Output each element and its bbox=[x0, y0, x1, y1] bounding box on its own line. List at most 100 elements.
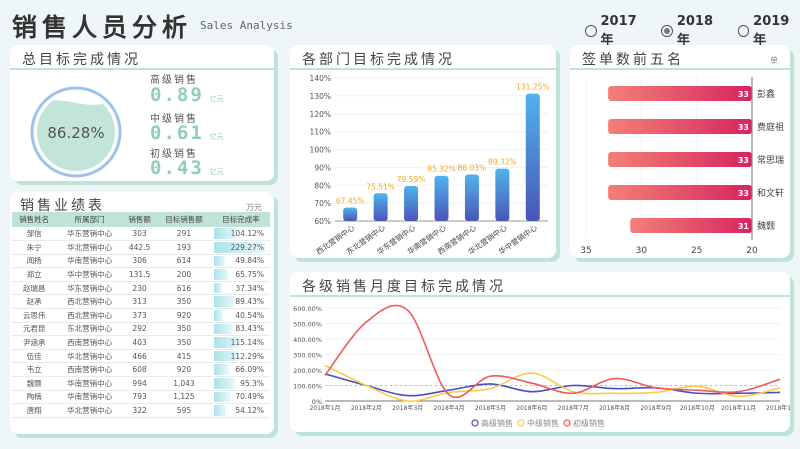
target-cell: 350 bbox=[156, 294, 212, 310]
rate-cell: 37.34% bbox=[211, 281, 270, 296]
sales-cell: 994 bbox=[122, 376, 157, 391]
table-row[interactable]: 陶楠 华南营销中心 793 1,125 70.49% bbox=[12, 390, 270, 405]
target-cell: 193 bbox=[156, 240, 212, 255]
column-header[interactable]: 所属部门 bbox=[56, 212, 123, 227]
data-label: 85.32% bbox=[427, 165, 456, 174]
table-row[interactable]: 韦立 西南营销中心 608 920 66.09% bbox=[12, 362, 270, 378]
bar bbox=[525, 93, 540, 221]
rate-text: 66.09% bbox=[235, 365, 264, 375]
y-tick-label: 70% bbox=[314, 199, 331, 208]
x-tick-label: 25 bbox=[691, 246, 702, 256]
series-line-3 bbox=[324, 304, 781, 399]
divider bbox=[570, 68, 790, 70]
name-cell: 陶楠 bbox=[12, 390, 57, 405]
unit-label: 万元 bbox=[246, 203, 262, 212]
rate-text: 104.12% bbox=[230, 229, 264, 239]
data-label: 89.32% bbox=[488, 158, 517, 167]
series-line-2 bbox=[324, 364, 781, 402]
year-radio-2019[interactable]: 2019年 bbox=[737, 14, 800, 48]
table-row[interactable]: 尹涵承 西南营销中心 403 350 115.14% bbox=[12, 335, 270, 350]
y-tick-label: 140% bbox=[310, 74, 331, 83]
category-label: 魏颢 bbox=[757, 220, 775, 232]
dept-cell: 东北营销中心 bbox=[56, 322, 123, 337]
dept-cell: 西南营销中心 bbox=[56, 362, 123, 378]
column-header[interactable]: 目标完成率 bbox=[211, 212, 270, 227]
table-row[interactable]: 邹信 华东营销中心 303 291 104.12% bbox=[12, 227, 270, 242]
rate-cell: 40.54% bbox=[211, 308, 270, 323]
table-row[interactable]: 闻扬 华南营销中心 306 614 49.84% bbox=[12, 254, 270, 269]
x-tick-label: 35 bbox=[580, 246, 591, 256]
dept-cell: 华东营销中心 bbox=[56, 227, 123, 242]
dept-cell: 华中营销中心 bbox=[56, 267, 123, 282]
year-radio-2017[interactable]: 2017年 bbox=[585, 14, 647, 48]
rate-bar bbox=[213, 228, 238, 240]
table-row[interactable]: 伍佳 华北营销中心 466 415 112.29% bbox=[12, 349, 270, 364]
legend-label: 初级销售 bbox=[573, 418, 605, 428]
target-cell: 595 bbox=[156, 403, 212, 418]
bar bbox=[608, 119, 752, 134]
top5-bar-chart: 35 30 25 20 33 彭鑫 33 费庭祖 33 常思瑞 33 和文轩 31 魏颢 bbox=[580, 77, 784, 256]
name-cell: 赵瑞昌 bbox=[12, 281, 57, 296]
x-tick-label: 2018年9月 bbox=[640, 404, 671, 412]
kpi-unit: 亿元 bbox=[209, 95, 224, 103]
page-subtitle: Sales Analysis bbox=[200, 19, 293, 32]
rate-cell: 115.14% bbox=[211, 335, 270, 350]
legend-label: 高级销售 bbox=[481, 418, 513, 428]
bar bbox=[434, 175, 449, 221]
kpi-value: 0.43 bbox=[150, 157, 204, 179]
data-label: 33 bbox=[738, 123, 749, 132]
column-header[interactable]: 销售额 bbox=[122, 212, 157, 227]
y-tick-label: 0% bbox=[312, 398, 322, 406]
legend-marker-icon bbox=[563, 419, 571, 427]
category-label: 和文轩 bbox=[757, 187, 784, 199]
year-radio-2018[interactable]: 2018年 bbox=[661, 14, 723, 48]
column-header[interactable]: 销售姓名 bbox=[12, 212, 57, 227]
sales-cell: 403 bbox=[122, 335, 157, 350]
data-label: 79.59% bbox=[397, 175, 426, 184]
y-tick-label: 110% bbox=[310, 128, 331, 137]
table-row[interactable]: 元君昆 东北营销中心 292 350 83.43% bbox=[12, 322, 270, 337]
name-cell: 朱宁 bbox=[12, 240, 57, 255]
rate-bar bbox=[213, 364, 229, 376]
dept-cell: 西北营销中心 bbox=[56, 294, 123, 310]
rate-bar bbox=[213, 255, 225, 267]
data-label: 86.03% bbox=[458, 163, 487, 172]
table-row[interactable]: 云思伟 西北营销中心 373 920 40.54% bbox=[12, 308, 270, 323]
kpi-senior: 0.89 亿元 bbox=[150, 84, 224, 106]
target-cell: 415 bbox=[156, 349, 212, 364]
table-row[interactable]: 赵承 西北营销中心 313 350 89.43% bbox=[12, 294, 270, 310]
y-tick-label: 100.00% bbox=[293, 383, 322, 391]
rate-cell: 70.49% bbox=[211, 390, 270, 405]
table-row[interactable]: 朱宁 华北营销中心 442.5 193 229.27% bbox=[12, 240, 270, 255]
data-label: 75.51% bbox=[366, 182, 395, 191]
rate-bar bbox=[213, 269, 229, 280]
rate-bar bbox=[213, 378, 236, 389]
data-label: 31 bbox=[738, 222, 750, 231]
table-row[interactable]: 郑立 华中营销中心 131.5 200 65.75% bbox=[12, 267, 270, 282]
sales-cell: 466 bbox=[122, 349, 157, 364]
x-tick-label: 2018年6月 bbox=[516, 404, 547, 412]
y-tick-label: 400.00% bbox=[293, 336, 322, 344]
sales-table: 销售姓名 所属部门 销售额 目标销售额 目标完成率 邹信 华东营销中心 303 291 104.… bbox=[12, 212, 270, 418]
rate-text: 37.34% bbox=[235, 283, 264, 293]
y-tick-label: 120% bbox=[310, 110, 331, 119]
year-selector: 2017年 2018年 2019年 bbox=[585, 14, 800, 48]
kpi-unit: 亿元 bbox=[209, 168, 224, 176]
dept-cell: 华南营销中心 bbox=[56, 376, 123, 391]
table-row[interactable]: 魏颢 华南营销中心 994 1,043 95.3% bbox=[12, 376, 270, 391]
bar bbox=[373, 193, 388, 221]
data-label: 131.25% bbox=[516, 83, 549, 92]
bar bbox=[495, 168, 510, 221]
target-cell: 350 bbox=[156, 322, 212, 337]
table-row[interactable]: 唐翔 华北营销中心 322 595 54.12% bbox=[12, 403, 270, 418]
rate-text: 65.75% bbox=[235, 270, 264, 280]
monthly-panel: 各级销售月度目标完成情况 0% 100.00% 200.00% 300.00% 400.… bbox=[290, 272, 790, 432]
sales-cell: 292 bbox=[122, 322, 157, 337]
column-header[interactable]: 目标销售额 bbox=[156, 212, 212, 227]
kpi-value: 0.61 bbox=[150, 122, 204, 144]
dept-cell: 华北营销中心 bbox=[56, 403, 123, 418]
radio-icon bbox=[737, 25, 750, 37]
sales-cell: 322 bbox=[122, 403, 157, 418]
table-row[interactable]: 赵瑞昌 华东营销中心 230 616 37.34% bbox=[12, 281, 270, 296]
target-cell: 920 bbox=[156, 362, 212, 378]
